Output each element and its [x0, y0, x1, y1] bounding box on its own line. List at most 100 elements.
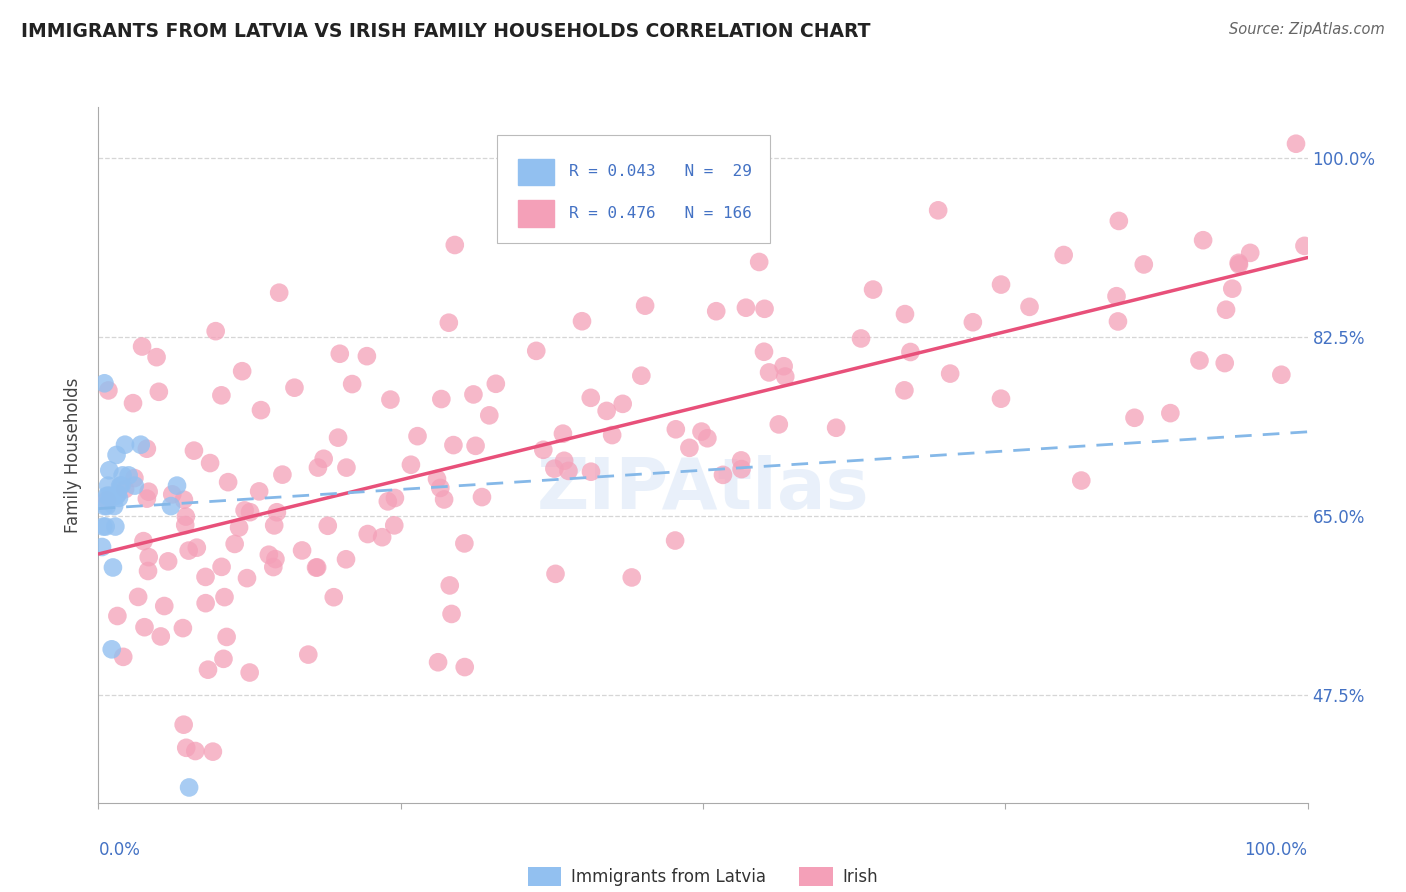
Point: [111, 468, 134, 483]
Point: [184, 744, 207, 758]
Point: [735, 301, 758, 315]
Point: [118, 468, 141, 483]
Point: [194, 570, 217, 584]
Point: [269, 285, 291, 300]
Point: [754, 301, 776, 316]
Point: [454, 660, 477, 674]
Point: [105, 489, 128, 503]
Point: [704, 304, 727, 318]
Point: [96, 493, 118, 508]
Point: [329, 347, 352, 361]
Point: [595, 404, 617, 418]
Point: [283, 381, 305, 395]
Point: [1285, 136, 1308, 151]
Point: [437, 316, 460, 330]
Point: [215, 630, 238, 644]
Point: [551, 426, 574, 441]
Point: [711, 467, 734, 482]
Point: [122, 396, 145, 410]
Point: [231, 364, 253, 378]
Point: [730, 453, 752, 467]
Point: [224, 537, 246, 551]
Point: [900, 345, 922, 359]
Point: [1018, 300, 1040, 314]
Point: [127, 590, 149, 604]
Point: [1270, 368, 1292, 382]
Point: [377, 494, 399, 508]
Point: [135, 442, 157, 456]
Point: [1188, 353, 1211, 368]
Point: [990, 392, 1012, 406]
Point: [326, 431, 349, 445]
Point: [105, 609, 128, 624]
Point: [257, 548, 280, 562]
Point: [98, 463, 121, 477]
Point: [209, 388, 232, 402]
Point: [441, 438, 464, 452]
Point: [939, 367, 962, 381]
Point: [433, 492, 456, 507]
Text: IMMIGRANTS FROM LATVIA VS IRISH FAMILY HOUSEHOLDS CORRELATION CHART: IMMIGRANTS FROM LATVIA VS IRISH FAMILY H…: [21, 22, 870, 41]
Point: [571, 314, 593, 328]
Point: [129, 438, 152, 452]
Point: [1239, 245, 1261, 260]
Point: [463, 387, 485, 401]
Point: [1070, 474, 1092, 488]
Point: [340, 377, 363, 392]
Point: [153, 599, 176, 613]
Point: [214, 590, 236, 604]
Point: [124, 471, 146, 485]
Point: [114, 438, 136, 452]
Point: [962, 315, 984, 329]
Point: [172, 621, 194, 635]
Point: [579, 391, 602, 405]
Point: [825, 421, 848, 435]
Point: [138, 550, 160, 565]
Point: [236, 571, 259, 585]
Point: [212, 652, 235, 666]
Point: [97, 384, 120, 398]
Point: [382, 518, 405, 533]
Point: [177, 543, 200, 558]
Point: [406, 429, 429, 443]
Point: [101, 560, 124, 574]
Point: [478, 409, 501, 423]
Point: [356, 349, 378, 363]
Point: [773, 369, 796, 384]
Point: [557, 464, 579, 478]
Point: [1108, 214, 1130, 228]
Point: [752, 344, 775, 359]
Point: [94, 519, 117, 533]
Point: [1133, 257, 1156, 271]
Point: [157, 554, 180, 568]
Point: [335, 460, 357, 475]
Point: [97, 489, 120, 503]
Point: [772, 359, 794, 374]
Point: [93, 499, 115, 513]
Legend: Immigrants from Latvia, Irish: Immigrants from Latvia, Irish: [522, 860, 884, 892]
Point: [174, 518, 197, 533]
Point: [107, 487, 129, 501]
Point: [204, 324, 226, 338]
Text: 100.0%: 100.0%: [1244, 841, 1308, 859]
Text: 0.0%: 0.0%: [98, 841, 141, 859]
Point: [112, 649, 135, 664]
Point: [1220, 282, 1243, 296]
Point: [1159, 406, 1181, 420]
Point: [730, 462, 752, 476]
Point: [148, 384, 170, 399]
Point: [138, 484, 160, 499]
Point: [1123, 410, 1146, 425]
Point: [217, 475, 239, 490]
Point: [471, 490, 494, 504]
Point: [312, 451, 335, 466]
Point: [108, 478, 131, 492]
Point: [247, 484, 270, 499]
Point: [357, 527, 380, 541]
Point: [485, 376, 508, 391]
Point: [263, 518, 285, 533]
FancyBboxPatch shape: [498, 135, 769, 243]
Point: [440, 607, 463, 621]
Point: [768, 417, 790, 432]
Point: [893, 384, 915, 398]
